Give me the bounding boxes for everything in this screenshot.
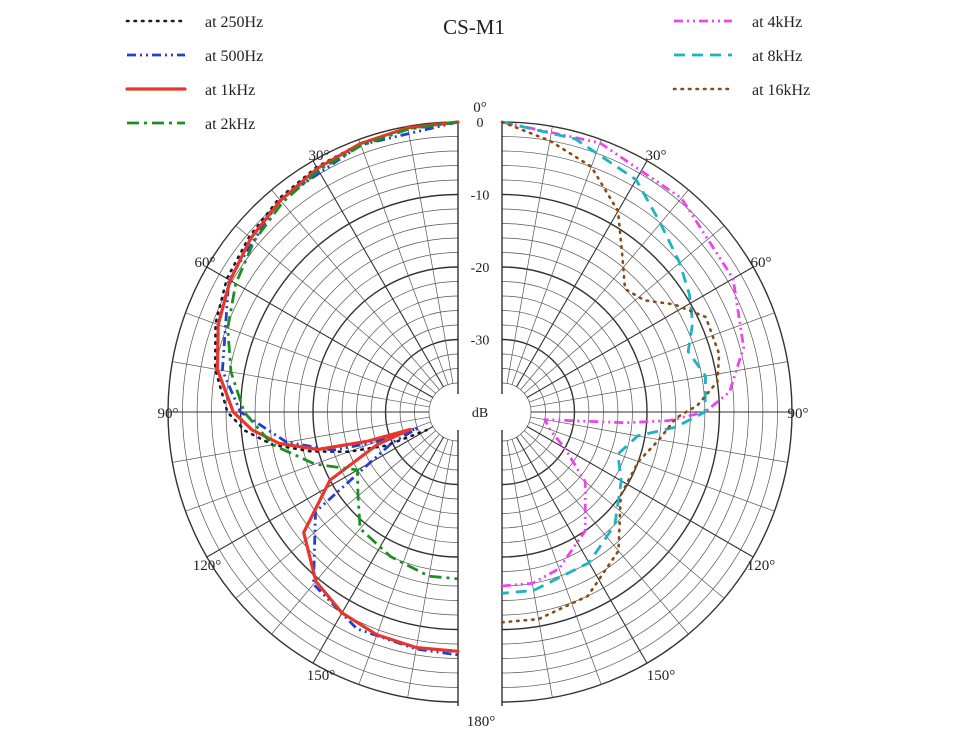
angle-label: 120°: [193, 558, 222, 574]
angle-label: 150°: [307, 668, 336, 684]
center-hub: [440, 394, 520, 430]
angle-label: 60°: [751, 255, 772, 271]
radial-tick-label: -20: [471, 261, 490, 276]
angle-label: 90°: [158, 406, 179, 422]
angle-label: 30°: [309, 148, 330, 164]
grid-spoke: [529, 421, 775, 512]
grid-spoke: [529, 312, 775, 403]
legend-label: at 1kHz: [205, 82, 255, 99]
polar-grid-right: [501, 121, 793, 706]
legend-label: at 4kHz: [752, 14, 802, 31]
angle-label: 150°: [647, 668, 676, 684]
radial-tick-label: -10: [471, 189, 490, 204]
grid-spoke: [172, 416, 430, 463]
polar-grid-left: [167, 121, 459, 706]
series-curve-at-1khz: [215, 120, 460, 653]
angle-label: 60°: [195, 255, 216, 271]
grid-spoke: [523, 225, 725, 394]
series-curve-at-16khz: [500, 120, 721, 624]
grid-spoke: [407, 126, 454, 384]
angle-label: 90°: [788, 406, 809, 422]
series-curve-at-4khz: [501, 120, 745, 588]
legend: at 250Hz at 500Hz at 1kHz at 2kHz at 4kHz at …: [125, 14, 810, 133]
grid-spoke: [516, 160, 648, 388]
grid-spoke: [520, 433, 689, 635]
grid-spoke: [185, 312, 431, 403]
angle-label: 180°: [467, 714, 496, 730]
grid-spoke: [511, 439, 602, 685]
grid-spoke: [312, 436, 444, 664]
grid-spoke: [172, 361, 430, 408]
grid-spoke: [530, 361, 788, 408]
grid-spoke: [271, 433, 440, 635]
grid-spoke: [235, 225, 437, 394]
radial-tick-label: -30: [471, 334, 490, 349]
polar-labels: 0 -10 -20 -30 dB 0° 30° 60° 90° 120° 150° 180° 30° 60…: [158, 100, 809, 730]
radial-tick-label: 0: [477, 116, 484, 131]
legend-label: at 500Hz: [205, 48, 263, 65]
legend-label: at 2kHz: [205, 116, 255, 133]
grid-spoke: [358, 139, 449, 385]
legend-label: at 16kHz: [752, 82, 810, 99]
grid-spoke: [358, 439, 449, 685]
legend-label: at 8kHz: [752, 48, 802, 65]
series-curve-at-2khz: [226, 120, 459, 581]
grid-spoke: [516, 436, 648, 664]
polar-curves: [213, 120, 745, 657]
angle-label: 0°: [473, 100, 487, 116]
grid-spoke: [506, 440, 553, 698]
grid-spoke: [523, 430, 725, 599]
grid-ring: [428, 382, 459, 442]
grid-spoke: [407, 440, 454, 698]
grid-spoke: [271, 189, 440, 391]
grid-spoke: [206, 266, 434, 398]
angle-label: 120°: [747, 558, 776, 574]
angle-label: 30°: [646, 148, 667, 164]
chart-title: CS-M1: [443, 15, 505, 39]
grid-ring: [501, 382, 532, 442]
grid-spoke: [206, 426, 434, 558]
legend-label: at 250Hz: [205, 14, 263, 31]
grid-spoke: [511, 139, 602, 385]
grid-spoke: [526, 266, 754, 398]
series-curve-at-8khz: [501, 120, 707, 595]
grid-spoke: [312, 160, 444, 388]
radial-unit-label: dB: [472, 406, 488, 421]
grid-spoke: [506, 126, 553, 384]
grid-spoke: [526, 426, 754, 558]
grid-spoke: [235, 430, 437, 599]
